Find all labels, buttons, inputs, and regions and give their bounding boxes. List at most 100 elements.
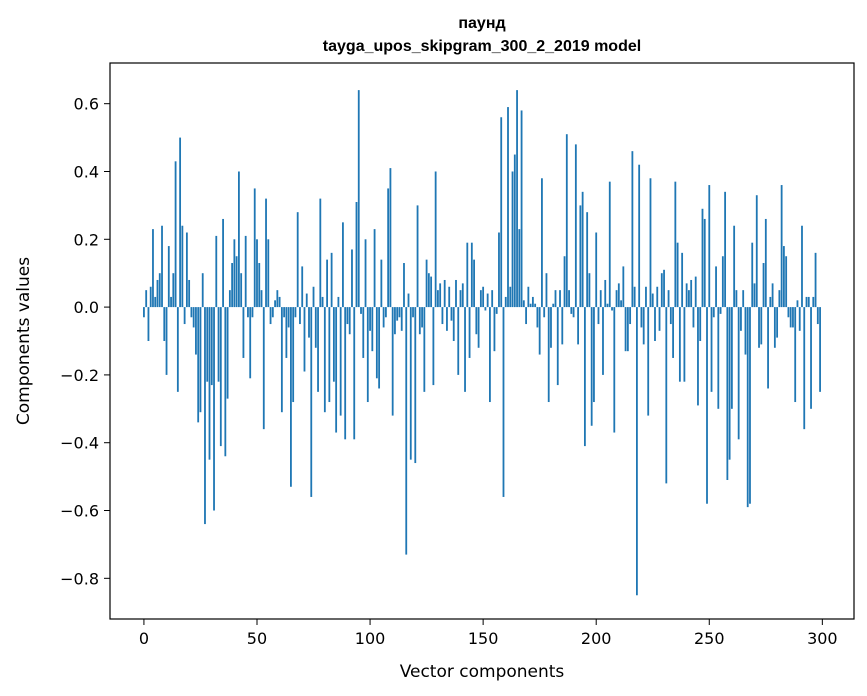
bar-16 <box>179 137 182 308</box>
bar-100 <box>369 307 371 331</box>
bar-43 <box>240 273 243 308</box>
bar-160 <box>504 296 507 308</box>
bar-44 <box>242 307 245 358</box>
bar-159 <box>502 307 505 497</box>
bar-71 <box>303 307 306 372</box>
bar-218 <box>636 307 638 596</box>
bar-194 <box>581 191 584 308</box>
bar-63 <box>285 307 288 358</box>
bar-51 <box>258 263 261 308</box>
bar-98 <box>364 239 367 308</box>
bar-228 <box>658 307 661 331</box>
bar-145 <box>470 242 473 308</box>
bar-89 <box>344 307 347 440</box>
bar-182 <box>554 290 557 308</box>
bar-289 <box>796 300 799 308</box>
bar-250 <box>708 185 711 308</box>
bar-88 <box>342 222 344 308</box>
bar-233 <box>669 307 672 325</box>
y-tick-label: 0.6 <box>74 95 99 114</box>
bar-42 <box>238 171 240 308</box>
bar-175 <box>538 307 541 355</box>
bar-92 <box>351 249 353 308</box>
bar-136 <box>450 307 453 321</box>
bar-73 <box>308 307 310 338</box>
bar-230 <box>663 269 665 308</box>
bar-6 <box>156 279 159 308</box>
bar-50 <box>256 239 258 308</box>
bar-90 <box>346 307 349 325</box>
bar-26 <box>201 273 204 308</box>
bar-205 <box>606 303 609 308</box>
bar-31 <box>213 307 215 511</box>
bar-140 <box>459 290 462 308</box>
bar-35 <box>222 218 224 308</box>
bar-268 <box>749 307 751 504</box>
bar-276 <box>767 307 769 389</box>
bar-37 <box>226 307 229 399</box>
bar-191 <box>574 144 577 308</box>
bar-87 <box>339 307 342 416</box>
bar-169 <box>525 307 527 325</box>
y-tick-label: −0.6 <box>60 502 99 521</box>
bar-267 <box>746 307 749 508</box>
bar-23 <box>195 307 197 355</box>
bar-209 <box>615 290 618 308</box>
bar-12 <box>170 296 172 308</box>
bar-283 <box>782 246 785 308</box>
bar-299 <box>819 307 821 392</box>
bar-190 <box>572 307 575 318</box>
x-tick-label: 50 <box>247 629 267 648</box>
bar-130 <box>437 290 439 308</box>
bar-282 <box>780 185 783 308</box>
bar-47 <box>249 307 252 379</box>
bar-34 <box>219 307 222 447</box>
bar-67 <box>294 307 297 318</box>
bar-48 <box>251 307 254 318</box>
bar-278 <box>771 283 774 308</box>
bar-158 <box>500 117 503 308</box>
bar-208 <box>613 307 616 433</box>
bar-187 <box>565 134 568 308</box>
bar-275 <box>764 218 767 308</box>
x-tick-label: 0 <box>139 629 149 648</box>
bar-222 <box>645 286 647 308</box>
bar-62 <box>283 307 286 318</box>
bar-127 <box>430 276 433 308</box>
bar-264 <box>740 307 742 331</box>
bar-286 <box>789 307 792 328</box>
bar-239 <box>683 307 686 382</box>
bar-46 <box>247 307 249 318</box>
bar-57 <box>271 307 274 318</box>
bar-155 <box>493 307 496 352</box>
bar-108 <box>387 188 390 308</box>
bar-52 <box>260 290 263 308</box>
bar-186 <box>563 256 566 308</box>
bar-225 <box>651 293 654 308</box>
bar-65 <box>290 307 292 487</box>
bar-215 <box>629 307 632 325</box>
bar-75 <box>312 286 315 308</box>
bar-80 <box>323 307 326 413</box>
bar-245 <box>697 307 699 406</box>
bar-241 <box>688 290 690 308</box>
x-axis-ticks: 0 50 100 150 200 250 300 <box>139 619 838 648</box>
x-tick-label: 200 <box>581 629 612 648</box>
bar-141 <box>461 283 464 308</box>
bar-4 <box>152 229 154 308</box>
bar-246 <box>699 307 702 341</box>
bar-288 <box>794 307 797 403</box>
bar-297 <box>814 252 817 308</box>
bar-220 <box>640 307 643 328</box>
bar-154 <box>491 290 494 308</box>
bar-24 <box>197 307 200 423</box>
bar-178 <box>545 273 548 308</box>
bar-91 <box>348 307 351 335</box>
bar-180 <box>550 307 552 348</box>
bar-27 <box>204 307 206 525</box>
bar-188 <box>568 290 570 308</box>
bar-156 <box>495 307 498 314</box>
bar-162 <box>509 286 512 308</box>
bar-29 <box>208 307 211 460</box>
